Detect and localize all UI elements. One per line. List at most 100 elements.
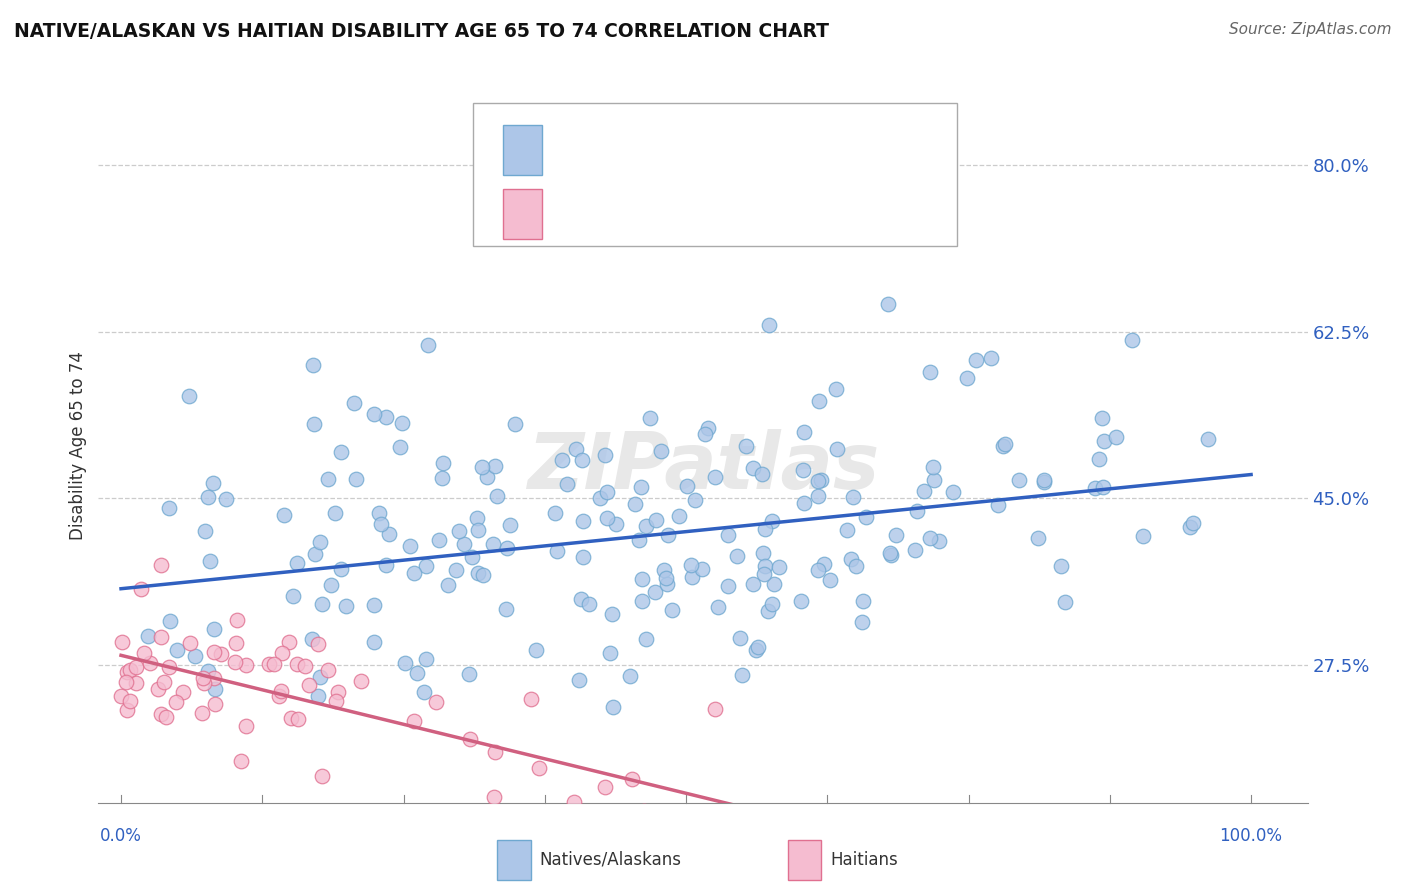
Point: [179, 389, 201, 403]
Point: [179, 636, 201, 650]
Point: [363, 407, 385, 421]
Point: [157, 659, 180, 673]
Point: [484, 459, 506, 474]
Point: [1084, 481, 1107, 495]
Point: [904, 543, 927, 558]
Point: [654, 563, 676, 577]
Point: [415, 652, 437, 666]
Point: [747, 640, 769, 654]
Point: [735, 439, 758, 453]
Point: [301, 632, 323, 646]
Point: [166, 643, 188, 657]
Point: [717, 579, 740, 593]
Point: [330, 444, 353, 458]
Point: [118, 663, 141, 677]
Point: [425, 695, 447, 709]
Point: [1032, 475, 1054, 489]
Text: 0.406: 0.406: [624, 140, 693, 160]
Point: [335, 599, 357, 613]
Point: [807, 474, 830, 488]
Point: [307, 689, 329, 703]
Point: [465, 511, 488, 525]
Point: [197, 664, 219, 678]
Point: [136, 629, 159, 643]
Point: [363, 635, 385, 649]
Point: [139, 656, 162, 670]
Point: [257, 657, 280, 671]
Point: [675, 479, 697, 493]
Point: [555, 476, 578, 491]
Point: [599, 646, 621, 660]
Point: [432, 456, 454, 470]
Point: [271, 646, 294, 660]
Point: [447, 524, 470, 538]
Point: [922, 459, 945, 474]
Point: [571, 550, 593, 565]
Point: [399, 539, 422, 553]
Text: 69: 69: [818, 204, 852, 224]
Point: [319, 578, 342, 592]
Text: N =: N =: [745, 204, 789, 224]
Point: [855, 509, 877, 524]
Point: [467, 809, 489, 823]
Point: [633, 804, 655, 818]
Point: [876, 297, 898, 311]
Point: [148, 682, 170, 697]
Point: [131, 582, 153, 596]
Point: [285, 556, 308, 570]
Point: [808, 394, 831, 409]
Point: [198, 554, 221, 568]
Point: [193, 675, 215, 690]
Point: [458, 732, 481, 747]
Point: [661, 603, 683, 617]
Point: [444, 563, 467, 577]
Point: [197, 490, 219, 504]
Point: [287, 712, 309, 726]
Point: [955, 371, 977, 385]
Point: [596, 485, 619, 500]
Point: [270, 684, 292, 698]
Point: [132, 646, 155, 660]
Point: [370, 517, 392, 532]
Point: [745, 643, 768, 657]
Point: [693, 426, 716, 441]
Point: [572, 514, 595, 528]
Point: [309, 848, 332, 863]
Point: [879, 548, 901, 562]
Point: [225, 636, 247, 650]
FancyBboxPatch shape: [787, 840, 821, 880]
Point: [117, 665, 139, 679]
Point: [304, 417, 326, 431]
Point: [204, 681, 226, 696]
Point: [471, 568, 494, 582]
Point: [263, 657, 285, 671]
Point: [1008, 473, 1031, 487]
Point: [209, 647, 232, 661]
Text: R =: R =: [558, 204, 600, 224]
Point: [620, 772, 643, 787]
Point: [1022, 871, 1045, 886]
Point: [716, 810, 738, 824]
Point: [1054, 595, 1077, 609]
FancyBboxPatch shape: [503, 125, 543, 175]
Point: [201, 476, 224, 491]
Point: [619, 668, 641, 682]
Point: [593, 780, 616, 794]
Point: [118, 693, 141, 707]
Point: [453, 537, 475, 551]
Point: [350, 673, 373, 688]
Point: [150, 630, 173, 644]
Point: [668, 509, 690, 524]
Point: [394, 657, 416, 671]
Point: [636, 519, 658, 533]
Text: 100.0%: 100.0%: [1219, 827, 1282, 845]
Point: [418, 338, 440, 352]
Point: [810, 473, 832, 487]
Point: [640, 410, 662, 425]
Point: [681, 558, 703, 572]
Point: [768, 560, 790, 574]
Point: [1121, 333, 1143, 347]
Point: [311, 769, 333, 783]
Point: [593, 448, 616, 462]
Point: [229, 755, 252, 769]
